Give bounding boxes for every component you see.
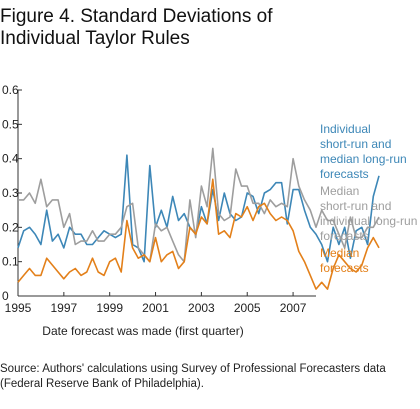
- legend-line: short-run and: [320, 199, 391, 213]
- x-tick-label: 1999: [96, 301, 123, 315]
- figure-title-line-2: Individual Taylor Rules: [0, 28, 190, 49]
- chart-series: [17, 147, 380, 290]
- series-line: [17, 154, 380, 263]
- x-tick-label: 2001: [142, 301, 169, 315]
- legend-line: Median: [320, 184, 359, 198]
- x-tick-label: 2003: [188, 301, 215, 315]
- figure-title: Figure 4. Standard Deviations of Individ…: [0, 6, 320, 50]
- x-tick-label: 1995: [5, 301, 32, 315]
- series-line: [17, 178, 380, 290]
- series-2: [18, 147, 380, 263]
- chart-legend: Individual short-run and median long-run fo…: [320, 122, 417, 275]
- series-line: [18, 147, 380, 263]
- legend-line: short-run and: [320, 137, 391, 151]
- chart-axes: 0 0.1 0.2 0.3 0.4 0.5 0.6 1995 1997 1999 2001 2003 2…: [2, 83, 316, 315]
- series-3: [17, 178, 380, 290]
- figure-title-line-1: Figure 4. Standard Deviations of: [0, 6, 273, 27]
- source-note: Source: Authors' calculations using Surv…: [0, 362, 415, 392]
- legend-line: Individual: [320, 122, 371, 136]
- legend-line: median long-run: [320, 152, 407, 166]
- x-axis-title: Date forecast was made (first quarter): [42, 324, 243, 338]
- y-tick-label: 0.2: [2, 220, 19, 234]
- y-tick-label: 0.5: [2, 117, 19, 131]
- legend-entry-2: Median short-run and individual long-run fo…: [320, 184, 417, 243]
- y-tick-label: 0: [2, 289, 9, 303]
- legend-line: individual long-run: [320, 214, 417, 228]
- source-line-1: Source: Authors' calculations using Surv…: [0, 363, 386, 375]
- legend-line: forecasts: [320, 167, 369, 181]
- y-tick-label: 0.4: [2, 152, 19, 166]
- legend-entry-1: Individual short-run and median long-run fo…: [320, 122, 407, 181]
- x-tick-label: 2005: [234, 301, 261, 315]
- y-tick-label: 0.3: [2, 186, 19, 200]
- source-line-2: (Federal Reserve Bank of Philadelphia).: [0, 378, 204, 390]
- legend-line: forecasts: [320, 229, 369, 243]
- legend-line: Median: [320, 246, 359, 260]
- legend-line: forecasts: [320, 261, 369, 275]
- x-tick-label: 2007: [280, 301, 307, 315]
- y-tick-label: 0.6: [2, 83, 19, 97]
- x-tick-label: 1997: [50, 301, 77, 315]
- series-1: [17, 154, 380, 263]
- legend-entry-3: Median forecasts: [320, 246, 369, 275]
- y-tick-label: 0.1: [2, 255, 19, 269]
